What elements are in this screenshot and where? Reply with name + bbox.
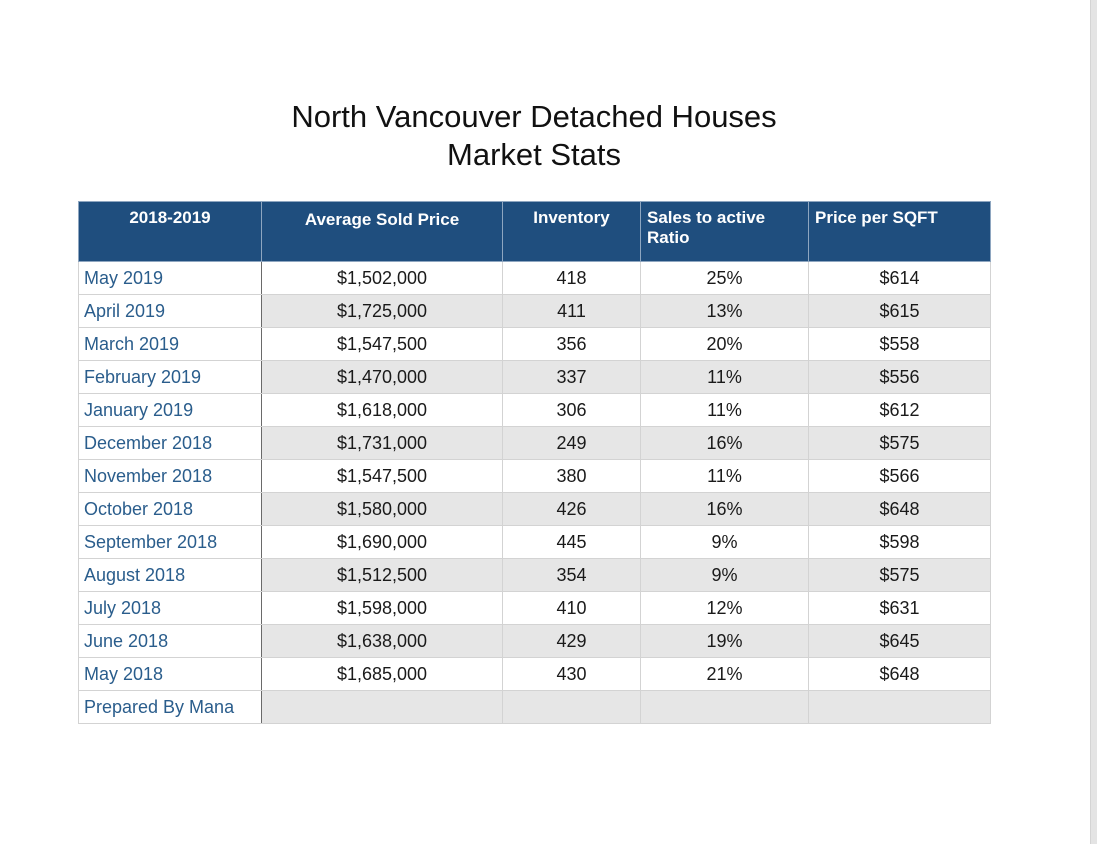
cell-sales-ratio: 11% — [640, 459, 809, 493]
header-inventory: Inventory — [502, 201, 641, 262]
cell-average-sold-price: $1,547,500 — [261, 327, 503, 361]
cell-average-sold-price: $1,725,000 — [261, 294, 503, 328]
cell-sales-ratio: 11% — [640, 360, 809, 394]
prepared-by-label: Prepared By Mana — [78, 690, 262, 724]
cell-month: October 2018 — [78, 492, 262, 526]
header-average-sold-price: Average Sold Price — [261, 201, 503, 262]
cell-month: August 2018 — [78, 558, 262, 592]
cell-price-per-sqft: $615 — [808, 294, 991, 328]
cell-sales-ratio: 13% — [640, 294, 809, 328]
cell-month: November 2018 — [78, 459, 262, 493]
table-row: March 2019 $1,547,500 356 20% $558 — [78, 327, 991, 361]
cell-month: May 2018 — [78, 657, 262, 691]
cell-price-per-sqft: $575 — [808, 426, 991, 460]
cell-price-per-sqft: $598 — [808, 525, 991, 559]
cell-sales-ratio: 11% — [640, 393, 809, 427]
header-period: 2018-2019 — [78, 201, 262, 262]
cell-inventory: 418 — [502, 261, 641, 295]
document-title: North Vancouver Detached Houses Market S… — [0, 98, 1068, 174]
table-row: November 2018 $1,547,500 380 11% $566 — [78, 459, 991, 493]
cell-average-sold-price: $1,470,000 — [261, 360, 503, 394]
cell-price-per-sqft: $648 — [808, 657, 991, 691]
cell-average-sold-price: $1,618,000 — [261, 393, 503, 427]
cell-price-per-sqft: $558 — [808, 327, 991, 361]
cell-price-per-sqft: $566 — [808, 459, 991, 493]
empty-cell — [502, 690, 641, 724]
header-sales-to-active-ratio: Sales to active Ratio — [640, 201, 809, 262]
cell-average-sold-price: $1,547,500 — [261, 459, 503, 493]
cell-sales-ratio: 25% — [640, 261, 809, 295]
table-row: July 2018 $1,598,000 410 12% $631 — [78, 591, 991, 625]
empty-cell — [808, 690, 991, 724]
table-row: January 2019 $1,618,000 306 11% $612 — [78, 393, 991, 427]
cell-average-sold-price: $1,502,000 — [261, 261, 503, 295]
cell-inventory: 380 — [502, 459, 641, 493]
cell-month: September 2018 — [78, 525, 262, 559]
table-row: June 2018 $1,638,000 429 19% $645 — [78, 624, 991, 658]
cell-month: January 2019 — [78, 393, 262, 427]
cell-inventory: 249 — [502, 426, 641, 460]
header-row: 2018-2019 Average Sold Price Inventory S… — [78, 201, 991, 262]
cell-inventory: 354 — [502, 558, 641, 592]
cell-inventory: 356 — [502, 327, 641, 361]
cell-average-sold-price: $1,638,000 — [261, 624, 503, 658]
empty-cell — [261, 690, 503, 724]
cell-sales-ratio: 21% — [640, 657, 809, 691]
cell-month: May 2019 — [78, 261, 262, 295]
cell-price-per-sqft: $648 — [808, 492, 991, 526]
cell-average-sold-price: $1,690,000 — [261, 525, 503, 559]
cell-price-per-sqft: $614 — [808, 261, 991, 295]
cell-price-per-sqft: $612 — [808, 393, 991, 427]
cell-month: December 2018 — [78, 426, 262, 460]
cell-sales-ratio: 9% — [640, 558, 809, 592]
cell-average-sold-price: $1,598,000 — [261, 591, 503, 625]
empty-cell — [640, 690, 809, 724]
cell-price-per-sqft: $556 — [808, 360, 991, 394]
cell-average-sold-price: $1,685,000 — [261, 657, 503, 691]
cell-month: April 2019 — [78, 294, 262, 328]
cell-average-sold-price: $1,512,500 — [261, 558, 503, 592]
table-row: September 2018 $1,690,000 445 9% $598 — [78, 525, 991, 559]
cell-inventory: 426 — [502, 492, 641, 526]
table-row: December 2018 $1,731,000 249 16% $575 — [78, 426, 991, 460]
cell-inventory: 429 — [502, 624, 641, 658]
cell-sales-ratio: 19% — [640, 624, 809, 658]
table-row: April 2019 $1,725,000 411 13% $615 — [78, 294, 991, 328]
cell-price-per-sqft: $631 — [808, 591, 991, 625]
table-row: May 2018 $1,685,000 430 21% $648 — [78, 657, 991, 691]
window-edge — [1090, 0, 1097, 844]
cell-sales-ratio: 12% — [640, 591, 809, 625]
cell-inventory: 411 — [502, 294, 641, 328]
cell-inventory: 430 — [502, 657, 641, 691]
cell-month: March 2019 — [78, 327, 262, 361]
cell-inventory: 337 — [502, 360, 641, 394]
title-line-1: North Vancouver Detached Houses — [291, 99, 777, 134]
table-row: May 2019 $1,502,000 418 25% $614 — [78, 261, 991, 295]
cell-price-per-sqft: $645 — [808, 624, 991, 658]
cell-month: July 2018 — [78, 591, 262, 625]
cell-month: June 2018 — [78, 624, 262, 658]
market-stats-table: 2018-2019 Average Sold Price Inventory S… — [78, 201, 991, 724]
footer-row: Prepared By Mana — [78, 690, 991, 724]
cell-inventory: 306 — [502, 393, 641, 427]
cell-inventory: 410 — [502, 591, 641, 625]
cell-inventory: 445 — [502, 525, 641, 559]
cell-sales-ratio: 9% — [640, 525, 809, 559]
title-line-2: Market Stats — [447, 137, 621, 172]
header-price-per-sqft: Price per SQFT — [808, 201, 991, 262]
table-row: February 2019 $1,470,000 337 11% $556 — [78, 360, 991, 394]
cell-sales-ratio: 16% — [640, 492, 809, 526]
cell-average-sold-price: $1,731,000 — [261, 426, 503, 460]
table-row: October 2018 $1,580,000 426 16% $648 — [78, 492, 991, 526]
cell-sales-ratio: 20% — [640, 327, 809, 361]
cell-average-sold-price: $1,580,000 — [261, 492, 503, 526]
cell-sales-ratio: 16% — [640, 426, 809, 460]
cell-month: February 2019 — [78, 360, 262, 394]
cell-price-per-sqft: $575 — [808, 558, 991, 592]
table-row: August 2018 $1,512,500 354 9% $575 — [78, 558, 991, 592]
